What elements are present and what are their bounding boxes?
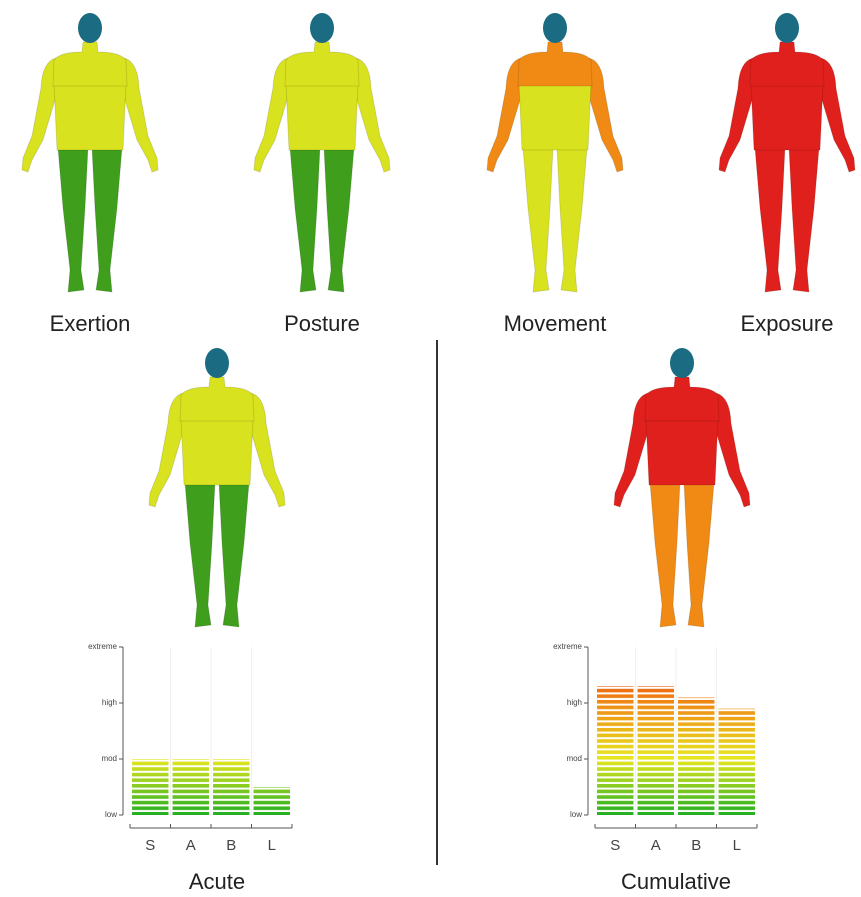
- arm: [613, 392, 649, 508]
- bar: [213, 759, 250, 815]
- body-figure: [718, 13, 856, 293]
- bar: [637, 686, 674, 815]
- shoulders: [517, 41, 593, 87]
- arm: [715, 392, 751, 508]
- torso: [180, 418, 254, 486]
- y-tick-label: extreme: [88, 642, 117, 651]
- leg: [57, 147, 89, 293]
- leg: [754, 147, 786, 293]
- leg: [289, 147, 321, 293]
- figure-label: Exposure: [741, 311, 834, 336]
- arm: [718, 57, 754, 173]
- bar: [678, 697, 715, 815]
- figure-label: Movement: [504, 311, 607, 336]
- shoulders: [644, 376, 720, 422]
- chart-title: Cumulative: [621, 869, 731, 894]
- y-tick-label: high: [102, 698, 117, 707]
- body-figure: [486, 13, 624, 293]
- torso: [518, 83, 592, 151]
- arm: [486, 57, 522, 173]
- leg: [91, 147, 123, 293]
- x-tick-label: B: [691, 837, 701, 854]
- x-tick-label: A: [651, 837, 661, 854]
- body-figure: [253, 13, 391, 293]
- shoulders: [179, 376, 255, 422]
- bar: [132, 759, 169, 815]
- leg: [323, 147, 355, 293]
- arm: [148, 392, 184, 508]
- y-tick-label: high: [567, 698, 582, 707]
- head: [670, 348, 694, 378]
- head: [543, 13, 567, 43]
- head: [205, 348, 229, 378]
- leg: [522, 147, 554, 293]
- bar: [253, 787, 290, 815]
- x-tick-label: S: [145, 837, 155, 854]
- chart-title: Acute: [189, 869, 245, 894]
- x-tick-label: B: [226, 837, 236, 854]
- torso: [750, 83, 824, 151]
- y-tick-label: extreme: [553, 642, 582, 651]
- shoulders: [749, 41, 825, 87]
- leg: [683, 482, 715, 628]
- body-figure: [148, 348, 286, 628]
- shoulders: [284, 41, 360, 87]
- y-tick-label: low: [570, 810, 582, 819]
- arm: [588, 57, 624, 173]
- figure-label: Posture: [284, 311, 360, 336]
- shoulders: [52, 41, 128, 87]
- torso: [53, 83, 127, 151]
- head: [775, 13, 799, 43]
- x-tick-label: A: [186, 837, 196, 854]
- x-tick-label: L: [733, 837, 741, 854]
- bar: [597, 686, 634, 815]
- arm: [123, 57, 159, 173]
- body-figure: [613, 348, 751, 628]
- head: [78, 13, 102, 43]
- arm: [21, 57, 57, 173]
- leg: [649, 482, 681, 628]
- y-tick-label: mod: [566, 754, 582, 763]
- body-figure: [21, 13, 159, 293]
- leg: [218, 482, 250, 628]
- x-tick-label: L: [268, 837, 276, 854]
- bar: [172, 759, 209, 815]
- arm: [820, 57, 856, 173]
- arm: [253, 57, 289, 173]
- head: [310, 13, 334, 43]
- bar: [718, 708, 755, 815]
- x-tick-label: S: [610, 837, 620, 854]
- figure-label: Exertion: [50, 311, 131, 336]
- y-tick-label: low: [105, 810, 117, 819]
- arm: [250, 392, 286, 508]
- arm: [355, 57, 391, 173]
- leg: [788, 147, 820, 293]
- y-tick-label: mod: [101, 754, 117, 763]
- torso: [645, 418, 719, 486]
- torso: [285, 83, 359, 151]
- leg: [556, 147, 588, 293]
- leg: [184, 482, 216, 628]
